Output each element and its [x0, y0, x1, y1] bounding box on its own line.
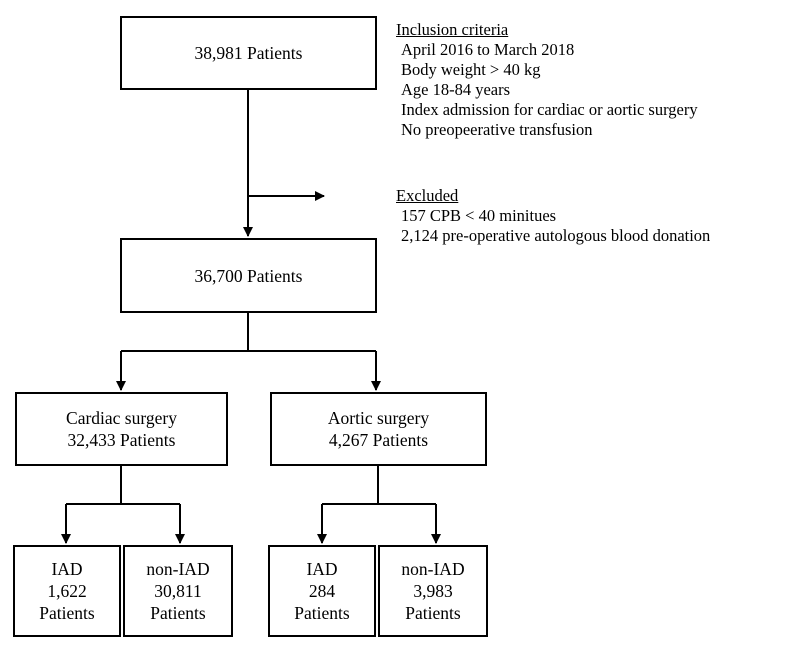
box-aortic-non-iad-line-2: 3,983: [413, 581, 453, 601]
box-cardiac-iad-line-3: Patients: [39, 603, 95, 623]
box-aortic-line-2: 4,267 Patients: [328, 430, 429, 450]
box-cardiac-iad-line-1: IAD: [51, 559, 83, 579]
box-total-line-1: 38,981 Patients: [194, 43, 303, 63]
inclusion-criteria-notes: Inclusion criteria April 2016 to March 2…: [396, 20, 698, 140]
inclusion-item-no-transfusion: No preopeerative transfusion: [401, 120, 593, 139]
box-aortic-line-1: Aortic surgery: [327, 408, 430, 428]
inclusion-item-period: April 2016 to March 2018: [401, 40, 575, 59]
inclusion-item-age: Age 18-84 years: [401, 80, 511, 99]
box-total-patients: 38,981 Patients: [120, 16, 377, 90]
box-aortic-surgery: Aortic surgery 4,267 Patients: [270, 392, 487, 466]
exclusion-heading: Excluded: [396, 186, 459, 205]
box-aortic-non-iad-line-1: non-IAD: [401, 559, 465, 579]
box-cardiac-line-2: 32,433 Patients: [67, 430, 176, 450]
exclusion-notes: Excluded 157 CPB < 40 minitues 2,124 pre…: [396, 186, 710, 246]
box-aortic-non-iad-line-3: Patients: [405, 603, 461, 623]
exclusion-item-cpb: 157 CPB < 40 minitues: [401, 206, 557, 225]
box-aortic-iad: IAD 284 Patients: [268, 545, 376, 637]
inclusion-heading: Inclusion criteria: [396, 20, 509, 39]
box-aortic-iad-line-1: IAD: [306, 559, 338, 579]
box-cardiac-non-iad: non-IAD 30,811 Patients: [123, 545, 233, 637]
box-remaining-patients: 36,700 Patients: [120, 238, 377, 313]
inclusion-item-body-weight: Body weight > 40 kg: [401, 60, 541, 79]
box-cardiac-non-iad-line-3: Patients: [150, 603, 206, 623]
box-cardiac-iad: IAD 1,622 Patients: [13, 545, 121, 637]
box-remaining-line-1: 36,700 Patients: [194, 265, 303, 286]
box-cardiac-line-1: Cardiac surgery: [66, 408, 177, 428]
box-cardiac-iad-line-2: 1,622: [47, 581, 87, 601]
box-aortic-non-iad: non-IAD 3,983 Patients: [378, 545, 488, 637]
exclusion-item-autologous-donation: 2,124 pre-operative autologous blood don…: [401, 226, 711, 245]
box-cardiac-non-iad-line-2: 30,811: [154, 581, 202, 601]
box-cardiac-non-iad-line-1: non-IAD: [146, 559, 210, 579]
box-aortic-iad-line-3: Patients: [294, 603, 350, 623]
box-aortic-iad-line-2: 284: [308, 581, 336, 601]
inclusion-item-index-admission: Index admission for cardiac or aortic su…: [401, 100, 698, 119]
box-cardiac-surgery: Cardiac surgery 32,433 Patients: [15, 392, 228, 466]
